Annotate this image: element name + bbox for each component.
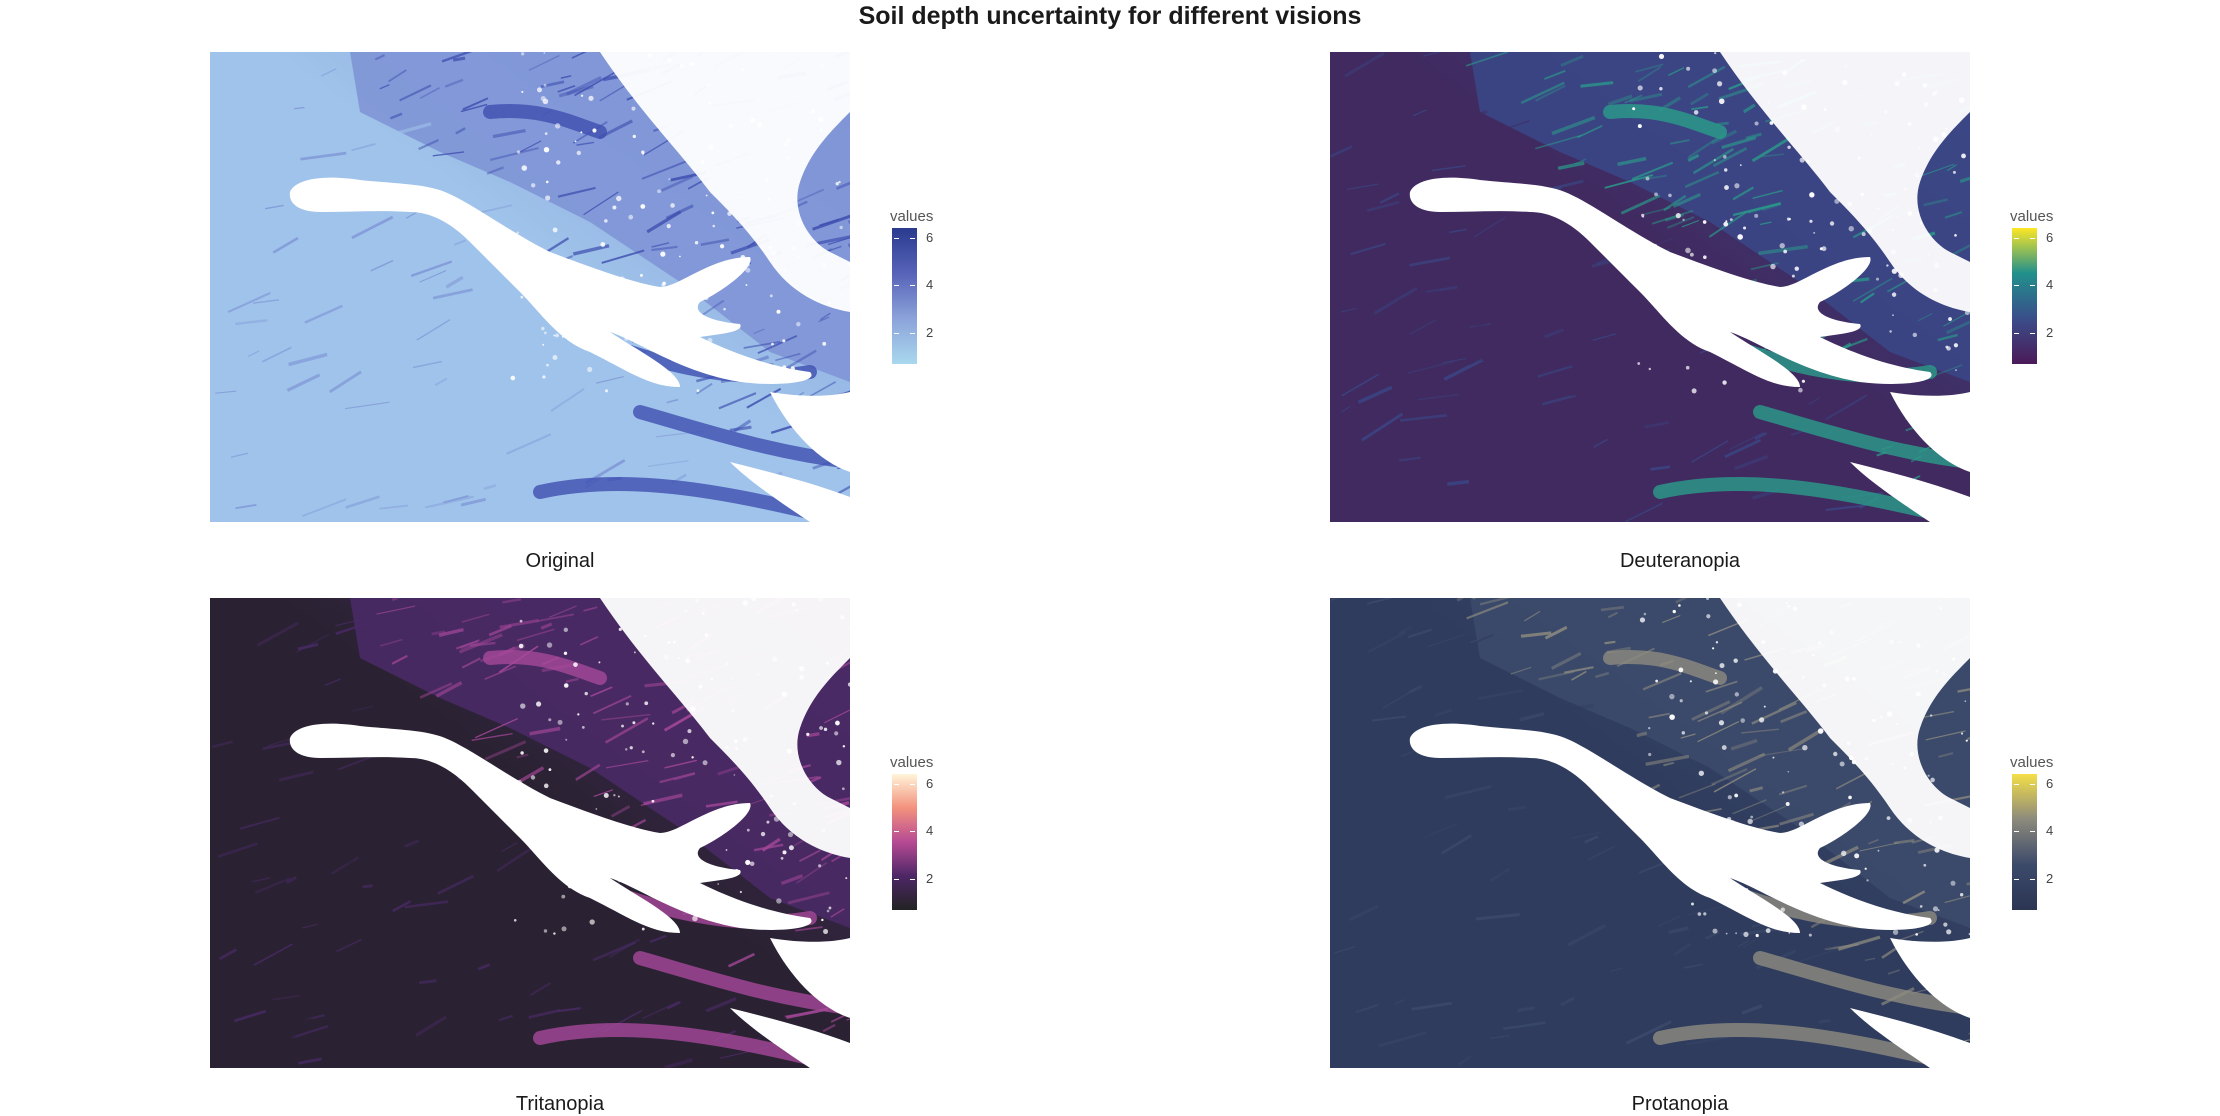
soil-raster-protanopia [1330, 598, 1970, 1068]
legend-title: values [2010, 208, 2053, 226]
legend-tick-label: 4 [2046, 278, 2053, 292]
legend-tick-mark [894, 879, 899, 880]
legend-tick-label: 6 [2046, 777, 2053, 791]
map-original [210, 52, 850, 522]
legend-colorbar [892, 228, 917, 364]
legend-title: values [2010, 754, 2053, 772]
legend-tick-mark [2030, 238, 2035, 239]
legend-tick-mark [894, 831, 899, 832]
legend-tick-mark [2030, 784, 2035, 785]
legend-colorbar [892, 774, 917, 910]
figure-title: Soil depth uncertainty for different vis… [0, 0, 2220, 32]
legend-tick-mark [2014, 784, 2019, 785]
panel-caption: Protanopia [1360, 1092, 2000, 1116]
legend-tick-mark [894, 784, 899, 785]
legend-tick-label: 4 [2046, 824, 2053, 838]
legend-tick-mark [2014, 879, 2019, 880]
map-tritanopia [210, 598, 850, 1068]
soil-raster-deuteranopia [1330, 52, 1970, 522]
legend-tick-mark [910, 285, 915, 286]
panel-caption: Tritanopia [240, 1092, 880, 1116]
map-protanopia [1330, 598, 1970, 1068]
panel-caption: Original [240, 549, 880, 573]
legend-tick-mark [2030, 831, 2035, 832]
legend-tick-label: 2 [2046, 872, 2053, 886]
legend-colorbar [2012, 774, 2037, 910]
legend-tick-label: 4 [926, 278, 933, 292]
panel-caption: Deuteranopia [1360, 549, 2000, 573]
legend-tritanopia: values 6 4 2 [890, 754, 970, 904]
soil-raster-tritanopia [210, 598, 850, 1068]
legend-deuteranopia: values 6 4 2 [2010, 208, 2090, 358]
legend-tick-mark [2014, 285, 2019, 286]
legend-tick-mark [910, 784, 915, 785]
legend-tick-mark [2030, 285, 2035, 286]
legend-tick-mark [2014, 831, 2019, 832]
legend-tick-mark [910, 238, 915, 239]
legend-tick-label: 6 [926, 777, 933, 791]
legend-tick-label: 2 [2046, 326, 2053, 340]
legend-tick-label: 2 [926, 872, 933, 886]
legend-title: values [890, 754, 933, 772]
legend-tick-label: 6 [2046, 231, 2053, 245]
soil-raster-original [210, 52, 850, 522]
legend-tick-mark [894, 333, 899, 334]
legend-tick-mark [910, 879, 915, 880]
legend-tick-label: 6 [926, 231, 933, 245]
legend-original: values 6 4 2 [890, 208, 970, 358]
map-deuteranopia [1330, 52, 1970, 522]
legend-colorbar [2012, 228, 2037, 364]
legend-tick-mark [894, 238, 899, 239]
legend-tick-mark [894, 285, 899, 286]
legend-tick-mark [2014, 238, 2019, 239]
legend-tick-label: 4 [926, 824, 933, 838]
legend-tick-mark [2030, 879, 2035, 880]
legend-protanopia: values 6 4 2 [2010, 754, 2090, 904]
legend-tick-mark [910, 333, 915, 334]
legend-tick-mark [910, 831, 915, 832]
legend-tick-mark [2030, 333, 2035, 334]
legend-tick-mark [2014, 333, 2019, 334]
legend-title: values [890, 208, 933, 226]
legend-tick-label: 2 [926, 326, 933, 340]
